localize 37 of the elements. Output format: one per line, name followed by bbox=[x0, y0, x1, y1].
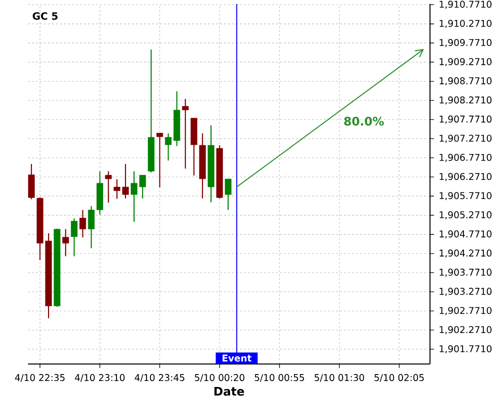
candlestick bbox=[70, 218, 78, 257]
x-tick-label: 4/10 23:10 bbox=[74, 374, 125, 382]
x-tick-label: 5/10 01:30 bbox=[314, 374, 364, 382]
x-tick-label: 4/10 22:35 bbox=[15, 374, 65, 382]
y-tick-label: 1,910.2710 bbox=[440, 20, 492, 28]
candlestick bbox=[105, 170, 112, 204]
candlestick bbox=[79, 209, 86, 238]
y-tick-label: 1,903.7710 bbox=[440, 268, 492, 277]
y-tick-label: 1,908.7710 bbox=[440, 77, 492, 86]
y-tick-label: 1,909.7710 bbox=[440, 39, 492, 48]
y-tick-label: 1,901.7710 bbox=[440, 345, 492, 354]
y-tick-label: 1,904.2710 bbox=[440, 250, 492, 258]
y-tick-label: 1,903.2710 bbox=[440, 288, 492, 296]
x-tick-label: 4/10 23:45 bbox=[134, 374, 184, 382]
y-tick-label: 1,906.2710 bbox=[440, 172, 492, 181]
x-tick-label: 5/10 02:05 bbox=[374, 374, 424, 382]
candlestick bbox=[156, 132, 164, 188]
y-tick-label: 1,902.7710 bbox=[440, 306, 492, 315]
x-axis-title: Date bbox=[214, 386, 244, 396]
y-tick-label: 1,902.2710 bbox=[440, 326, 492, 334]
candlestick bbox=[224, 178, 232, 210]
text: GC 5 bbox=[32, 12, 58, 20]
ref-line-label: Event bbox=[222, 354, 252, 362]
y-tick-label: 1,907.2710 bbox=[440, 134, 492, 143]
y-tick-label: 1,905.2710 bbox=[440, 211, 492, 220]
y-tick-label: 1,906.7710 bbox=[440, 154, 492, 162]
candlestick bbox=[62, 228, 69, 257]
x-tick-label: 5/10 00:55 bbox=[254, 374, 304, 382]
y-tick-label: 1,908.2710 bbox=[440, 96, 492, 104]
annotation: 80.0% bbox=[344, 116, 384, 126]
y-tick-label: 1,909.2710 bbox=[440, 58, 492, 66]
candlestick bbox=[182, 98, 189, 170]
y-tick-label: 1,910.7710 bbox=[440, 0, 492, 9]
y-tick-label: 1,904.7710 bbox=[440, 230, 492, 238]
x-tick-label: 5/10 00:20 bbox=[194, 374, 244, 382]
y-tick-label: 1,907.7710 bbox=[440, 116, 492, 124]
y-tick-label: 1,905.7710 bbox=[440, 192, 492, 200]
